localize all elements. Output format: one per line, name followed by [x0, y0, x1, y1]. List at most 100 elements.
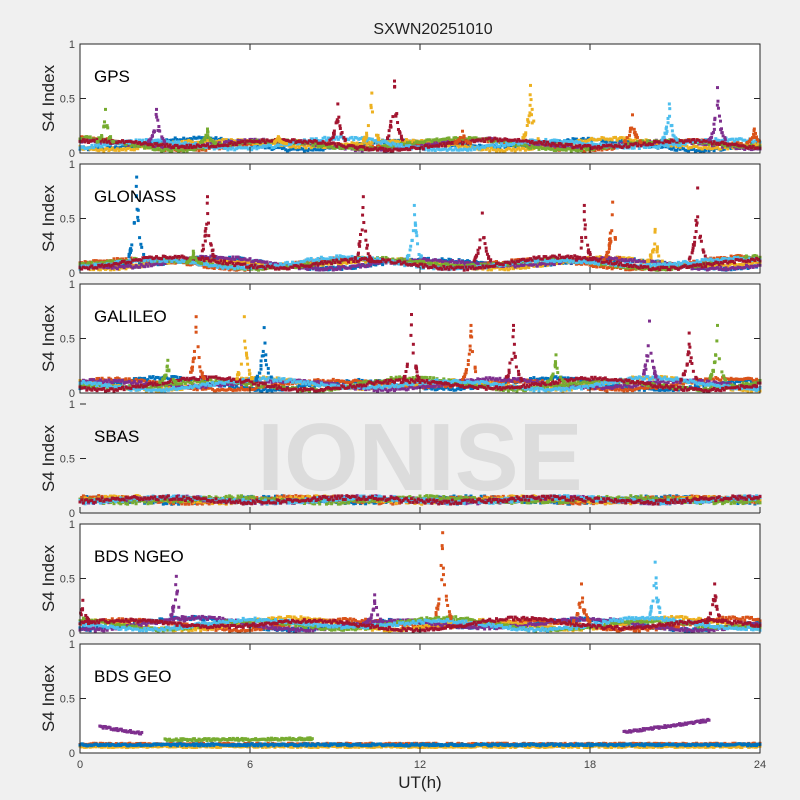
data-point — [338, 124, 342, 128]
data-point — [95, 261, 99, 265]
data-point — [719, 143, 723, 147]
data-point — [750, 262, 753, 266]
data-point — [403, 138, 407, 142]
data-point — [410, 143, 413, 147]
data-point — [93, 264, 97, 268]
data-point — [734, 137, 738, 141]
data-point — [207, 143, 211, 147]
data-point — [756, 142, 760, 146]
data-point — [750, 143, 753, 147]
data-point — [333, 144, 337, 148]
data-point — [342, 265, 345, 269]
data-point — [461, 148, 464, 152]
data-point — [539, 145, 543, 149]
data-point — [512, 263, 515, 267]
data-point — [117, 265, 121, 269]
data-point — [581, 136, 585, 140]
data-point — [620, 256, 624, 260]
data-point — [430, 262, 434, 266]
data-point — [85, 146, 89, 150]
data-point — [534, 261, 538, 265]
data-point — [721, 134, 725, 138]
data-point — [146, 264, 150, 268]
data-point — [659, 143, 663, 147]
data-point — [486, 268, 490, 272]
data-point — [97, 268, 101, 272]
data-point — [185, 143, 189, 147]
data-point — [486, 261, 490, 265]
data-point — [557, 145, 561, 149]
data-point — [726, 139, 730, 143]
data-point — [508, 147, 512, 151]
data-point — [158, 262, 162, 266]
data-point — [396, 121, 400, 125]
data-point — [484, 145, 488, 149]
data-point — [134, 142, 138, 146]
data-point — [716, 266, 719, 270]
data-point — [418, 142, 422, 146]
data-point — [148, 142, 152, 146]
data-point — [398, 138, 402, 142]
data-point — [342, 261, 345, 265]
data-point — [187, 147, 191, 151]
data-point — [459, 147, 463, 151]
data-point — [272, 262, 276, 266]
data-point — [340, 144, 344, 148]
data-point — [364, 265, 368, 269]
data-point — [250, 261, 254, 265]
data-point — [467, 145, 471, 149]
data-point — [292, 147, 296, 151]
data-point — [194, 147, 198, 151]
data-point — [508, 138, 512, 142]
data-point — [715, 103, 719, 107]
data-point — [148, 259, 152, 263]
data-point — [523, 138, 527, 142]
data-point — [270, 142, 274, 146]
data-point — [597, 137, 600, 141]
data-point — [539, 264, 543, 268]
data-point — [563, 145, 566, 149]
data-point — [469, 265, 473, 269]
data-point — [590, 138, 594, 142]
data-point — [416, 140, 420, 144]
data-point — [598, 146, 602, 150]
data-point — [454, 260, 458, 264]
data-point — [556, 147, 560, 151]
data-point — [615, 146, 619, 150]
data-point — [484, 147, 488, 151]
data-point — [506, 268, 510, 272]
data-point — [139, 142, 143, 146]
data-point — [90, 143, 94, 147]
data-point — [603, 137, 607, 141]
data-point — [665, 129, 669, 133]
data-point — [163, 144, 167, 148]
data-point — [739, 144, 743, 148]
data-point — [591, 142, 595, 146]
data-point — [534, 141, 538, 145]
data-point — [166, 140, 170, 144]
data-point — [355, 136, 359, 140]
data-point — [311, 140, 315, 144]
data-point — [401, 138, 405, 142]
data-point — [535, 145, 539, 149]
data-point — [367, 146, 371, 150]
data-point — [119, 145, 123, 149]
data-point — [212, 147, 216, 151]
data-point — [348, 266, 352, 270]
data-point — [529, 98, 533, 102]
data-point — [749, 137, 753, 141]
data-point — [722, 147, 726, 151]
data-point — [690, 147, 694, 151]
data-point — [192, 144, 196, 148]
data-point — [522, 139, 526, 143]
data-point — [180, 260, 184, 264]
data-point — [588, 144, 592, 148]
data-point — [202, 257, 206, 261]
data-point — [574, 139, 578, 143]
data-point — [663, 144, 667, 148]
data-point — [314, 144, 318, 148]
data-point — [90, 137, 94, 141]
data-point — [739, 137, 743, 141]
data-point — [653, 139, 657, 143]
data-point — [318, 148, 322, 152]
